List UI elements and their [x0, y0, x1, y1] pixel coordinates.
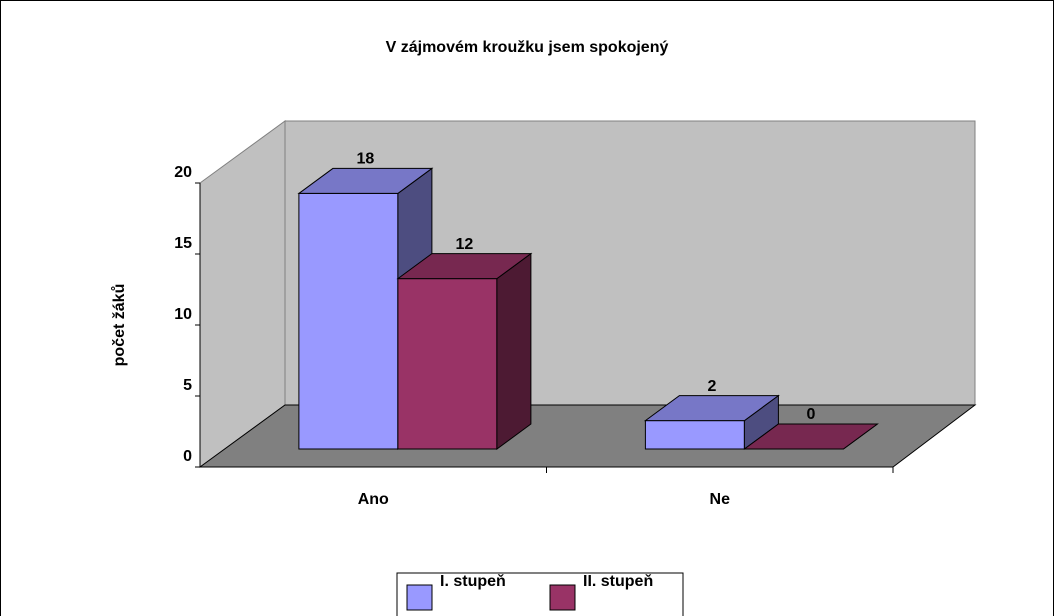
- legend-label: II. stupeň: [583, 573, 653, 590]
- data-label: 18: [357, 151, 375, 168]
- bar-face: [742, 423, 879, 450]
- legend-box: [396, 572, 684, 616]
- bar-face: [643, 395, 780, 422]
- x-tick-label: Ne: [710, 491, 731, 508]
- bar: [643, 394, 780, 451]
- bar-face: [396, 253, 533, 280]
- bar-face: [298, 192, 399, 450]
- legend-swatch: [406, 584, 433, 611]
- bar-face: [644, 420, 745, 450]
- bar-face: [297, 167, 434, 194]
- y-tick-label: 5: [183, 377, 192, 394]
- y-tick-label: 0: [183, 448, 192, 465]
- y-tick-label: 20: [174, 164, 192, 181]
- bar-face: [496, 252, 532, 451]
- bar-face: [397, 278, 498, 450]
- y-axis-label: počet žáků: [111, 284, 128, 367]
- y-tick-label: 10: [174, 306, 192, 323]
- bar: [742, 423, 879, 450]
- data-label: 0: [806, 406, 815, 423]
- chart-title: V zájmovém kroužku jsem spokojený: [386, 39, 669, 56]
- bar: [396, 252, 533, 451]
- y-tick-label: 15: [174, 235, 192, 252]
- legend-swatch: [549, 584, 576, 611]
- data-label: 12: [456, 236, 474, 253]
- legend-label: I. stupeň: [440, 573, 506, 590]
- x-tick-label: Ano: [358, 491, 389, 508]
- data-label: 2: [707, 378, 716, 395]
